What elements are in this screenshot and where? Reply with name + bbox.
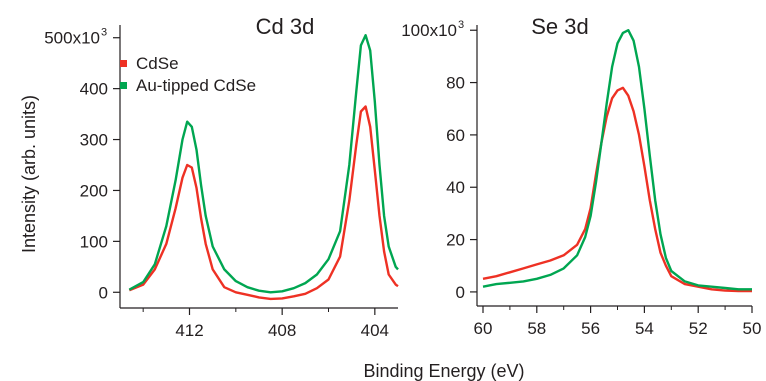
cd3d-panel: Cd 3d Intensity (arb. units) 0 100 200 300 4… xyxy=(19,14,399,340)
cd3d-y-tick-label: 200 xyxy=(80,181,108,200)
se3d-x-tick-label: 54 xyxy=(635,319,654,338)
se3d-x-tick-label: 58 xyxy=(527,319,546,338)
cd3d-x-tick-label: 412 xyxy=(175,321,203,340)
cd3d-series-au-tipped-cdse-line xyxy=(128,34,399,294)
se3d-ticks: 0 20 40 60 80 100x10 3 60 58 56 54 52 50 xyxy=(401,19,761,338)
cd3d-ticks: 0 100 200 300 400 500x10 3 412 408 404 xyxy=(44,27,389,340)
cd3d-x-tick-label: 404 xyxy=(361,321,389,340)
cd3d-title: Cd 3d xyxy=(256,14,315,39)
cd3d-series-cdse-line xyxy=(128,105,399,301)
se3d-title: Se 3d xyxy=(531,14,589,39)
cd3d-y-tick-label: 0 xyxy=(99,283,108,302)
cd3d-axes xyxy=(119,25,398,309)
y-axis-label: Intensity (arb. units) xyxy=(19,95,39,253)
x-axis-label: Binding Energy (eV) xyxy=(363,361,524,381)
legend-swatch-cdse xyxy=(120,60,127,67)
cd3d-y-tick-label: 100 xyxy=(80,232,108,251)
se3d-panel: Se 3d 0 20 40 60 80 100x10 3 60 58 56 54 52 50 xyxy=(401,14,761,338)
legend: CdSe Au-tipped CdSe xyxy=(120,54,256,95)
cd3d-x-tick-label: 408 xyxy=(268,321,296,340)
se3d-x-tick-label: 52 xyxy=(689,319,708,338)
se3d-y-tick-label: 20 xyxy=(446,231,465,250)
se3d-y-tick-label: 0 xyxy=(456,283,465,302)
cd3d-y-tick-label: 400 xyxy=(80,80,108,99)
se3d-y-tick-label: 40 xyxy=(446,178,465,197)
se3d-y-tick-exponent: 3 xyxy=(458,19,464,31)
se3d-axes xyxy=(476,25,752,307)
se3d-y-tick-label: 60 xyxy=(446,126,465,145)
se3d-series-cdse-line xyxy=(482,86,752,293)
legend-swatch-au-tipped-cdse xyxy=(120,82,127,89)
se3d-x-tick-label: 60 xyxy=(474,319,493,338)
cd3d-y-tick-label: 500x10 xyxy=(44,29,100,48)
se3d-y-tick-label: 80 xyxy=(446,74,465,93)
se3d-x-tick-label: 50 xyxy=(743,319,762,338)
legend-label-cdse: CdSe xyxy=(136,54,179,73)
cd3d-series xyxy=(128,34,399,301)
se3d-x-tick-label: 56 xyxy=(581,319,600,338)
legend-label-au-tipped-cdse: Au-tipped CdSe xyxy=(136,76,256,95)
cd3d-y-tick-exponent: 3 xyxy=(101,27,107,39)
cd3d-y-tick-label: 300 xyxy=(80,131,108,150)
se3d-series xyxy=(482,29,752,293)
se3d-series-au-tipped-cdse-line xyxy=(482,29,752,291)
se3d-y-tick-label: 100x10 xyxy=(401,21,457,40)
